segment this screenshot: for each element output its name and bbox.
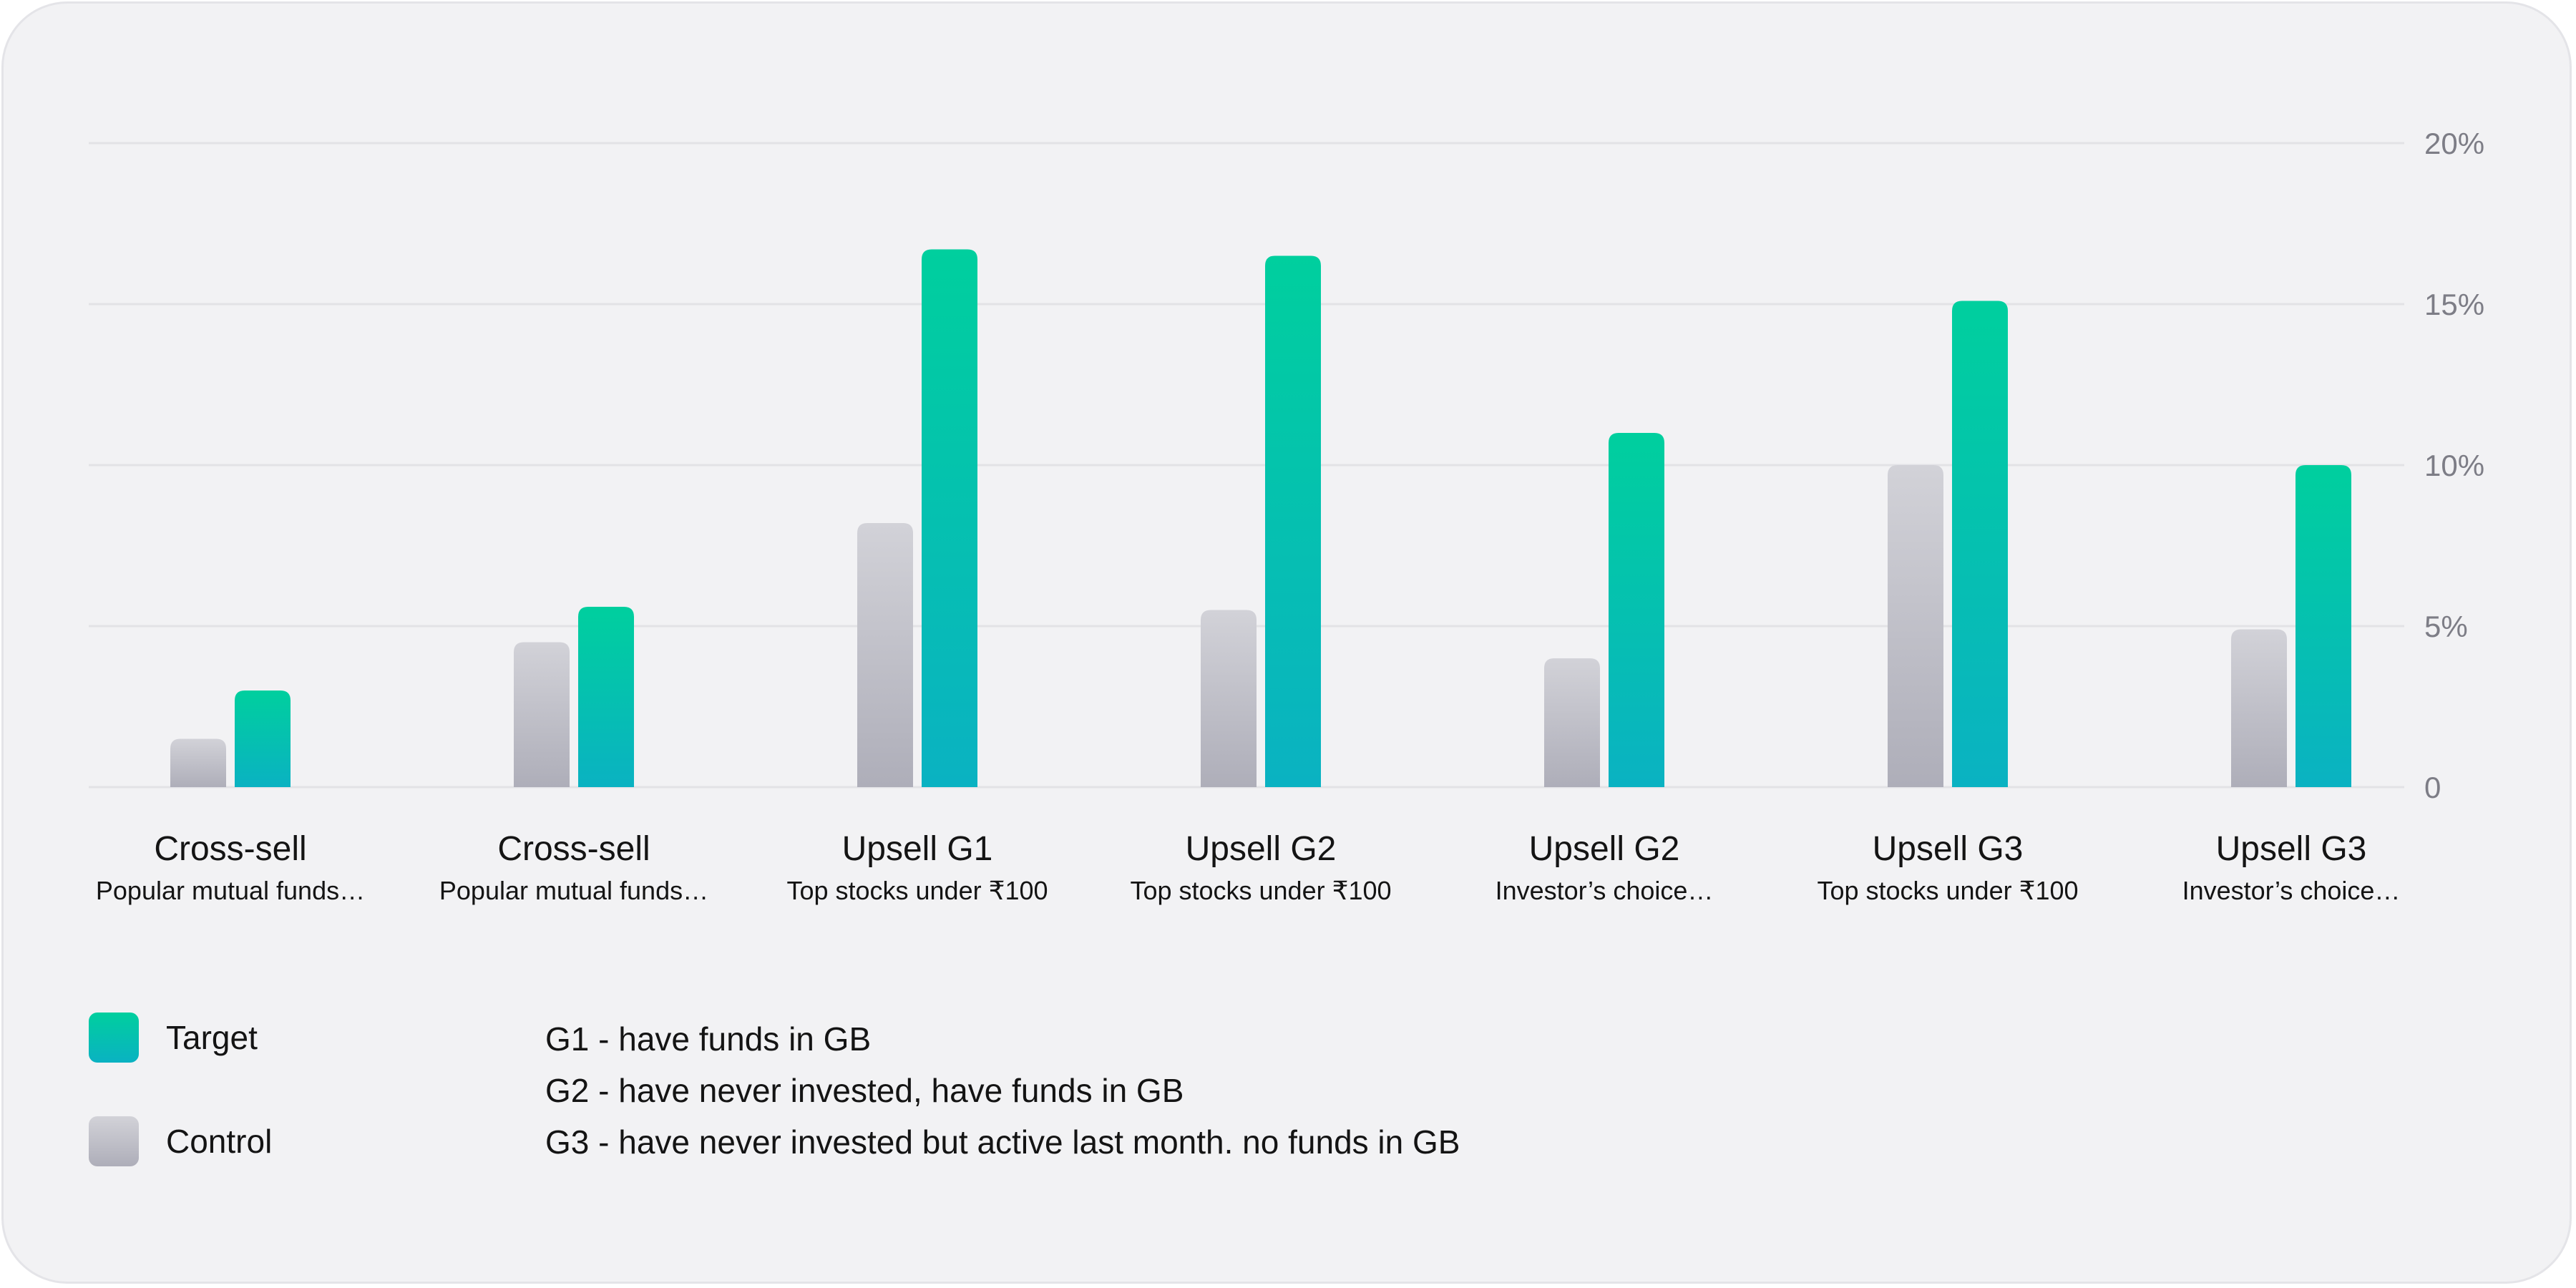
bar-target xyxy=(235,691,291,787)
x-category-label: Cross-sell xyxy=(154,830,306,868)
bar-target xyxy=(1265,255,1321,787)
y-tick-label: 0 xyxy=(2424,771,2441,804)
legend-label-target: Target xyxy=(166,1019,258,1056)
x-category-sublabel: Top stocks under ₹100 xyxy=(786,876,1048,905)
x-category-sublabel: Investor’s choice… xyxy=(2182,876,2401,905)
bar-target xyxy=(922,249,977,787)
x-category-sublabel: Investor’s choice… xyxy=(1496,876,1714,905)
x-category-sublabel: Top stocks under ₹100 xyxy=(1817,876,2078,905)
target-swatch xyxy=(89,1013,139,1063)
bar-target xyxy=(1952,301,2008,787)
legend-item-target: Target xyxy=(89,1013,258,1063)
bars xyxy=(170,249,2351,787)
bar-control xyxy=(857,523,913,787)
control-swatch xyxy=(89,1116,139,1166)
note-g3: G3 - have never invested but active last… xyxy=(545,1123,1460,1161)
note-g1: G1 - have funds in GB xyxy=(545,1020,872,1058)
bar-control xyxy=(1544,658,1600,787)
bar-control xyxy=(2231,629,2287,787)
bar-control xyxy=(514,642,570,787)
y-tick-label: 10% xyxy=(2424,449,2484,482)
bar-control xyxy=(1888,465,1943,787)
y-tick-label: 15% xyxy=(2424,288,2484,321)
x-category-label: Upsell G3 xyxy=(1873,830,2024,868)
x-category-label: Upsell G3 xyxy=(2216,830,2367,868)
x-category-sublabel: Popular mutual funds… xyxy=(96,876,365,905)
bar-control xyxy=(1201,610,1257,787)
x-category-label: Upsell G1 xyxy=(842,830,993,868)
bar-target xyxy=(1609,433,1664,787)
bar-target xyxy=(578,607,634,787)
y-axis-ticks: 0 5% 10% 15% 20% xyxy=(2424,127,2484,804)
x-category-sublabel: Top stocks under ₹100 xyxy=(1130,876,1391,905)
x-axis-labels: Cross-sell Popular mutual funds… Cross-sel… xyxy=(96,830,2401,905)
y-tick-label: 20% xyxy=(2424,127,2484,160)
note-g2: G2 - have never invested, have funds in … xyxy=(545,1072,1184,1109)
bar-control xyxy=(170,738,226,787)
x-category-label: Upsell G2 xyxy=(1529,830,1680,868)
legend-item-control: Control xyxy=(89,1116,272,1166)
x-category-label: Cross-sell xyxy=(497,830,650,868)
x-category-label: Upsell G2 xyxy=(1186,830,1337,868)
x-category-sublabel: Popular mutual funds… xyxy=(439,876,708,905)
bar-target xyxy=(2296,465,2351,787)
legend-label-control: Control xyxy=(166,1123,273,1160)
y-tick-label: 5% xyxy=(2424,610,2468,643)
